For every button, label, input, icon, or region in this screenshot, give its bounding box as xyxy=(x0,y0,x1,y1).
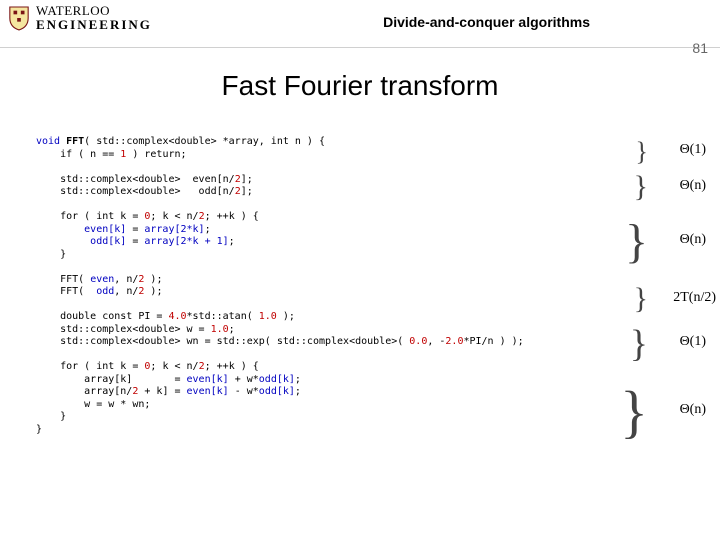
complexity-5: Θ(1) xyxy=(680,334,706,350)
brace-icon: } xyxy=(636,137,648,167)
code-block: void FFT( std::complex<double> *array, i… xyxy=(36,136,524,436)
logo-text: WATERLOO ENGINEERING xyxy=(36,4,152,31)
logo-line2: ENGINEERING xyxy=(36,18,152,32)
complexity-4: 2T(n/2) xyxy=(673,290,716,306)
slide-title: Fast Fourier transform xyxy=(0,70,720,102)
shield-icon xyxy=(8,5,30,31)
complexity-2: Θ(n) xyxy=(680,178,706,194)
logo-line1: WATERLOO xyxy=(36,4,152,18)
waterloo-logo: WATERLOO ENGINEERING xyxy=(8,4,152,31)
brace-icon: } xyxy=(634,282,648,316)
complexity-3: Θ(n) xyxy=(680,232,706,248)
page-number: 81 xyxy=(692,40,708,56)
brace-icon: } xyxy=(634,170,648,204)
topic-label: Divide-and-conquer algorithms xyxy=(383,14,590,30)
brace-icon: } xyxy=(630,322,648,366)
brace-icon: } xyxy=(625,214,648,269)
brace-icon: } xyxy=(620,378,648,445)
complexity-6: Θ(n) xyxy=(680,402,706,418)
complexity-1: Θ(1) xyxy=(680,142,706,158)
slide-header: WATERLOO ENGINEERING Divide-and-conquer … xyxy=(0,0,720,48)
